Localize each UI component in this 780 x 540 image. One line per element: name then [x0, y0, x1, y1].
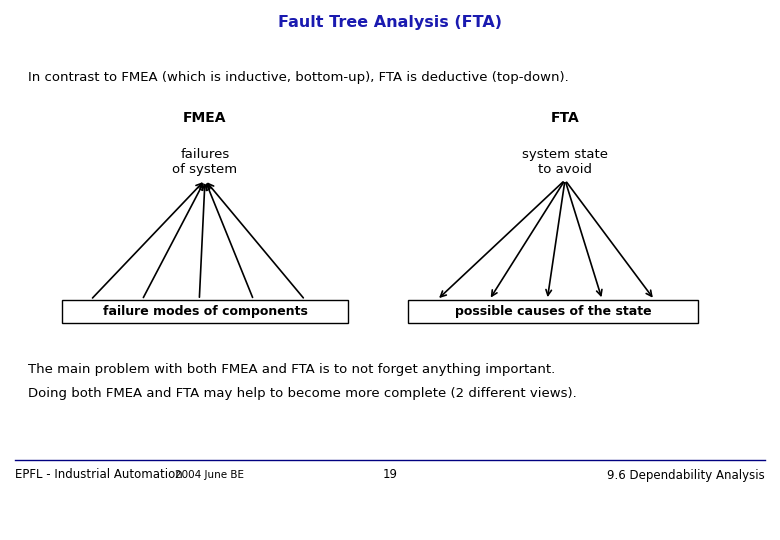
- Text: 2004 June BE: 2004 June BE: [175, 470, 244, 480]
- Text: Fault Tree Analysis (FTA): Fault Tree Analysis (FTA): [278, 15, 502, 30]
- Text: 9.6 Dependability Analysis: 9.6 Dependability Analysis: [608, 469, 765, 482]
- Text: Doing both FMEA and FTA may help to become more complete (2 different views).: Doing both FMEA and FTA may help to beco…: [28, 387, 576, 400]
- Bar: [62, 300, 348, 323]
- Text: In contrast to FMEA (which is inductive, bottom-up), FTA is deductive (top-down): In contrast to FMEA (which is inductive,…: [28, 71, 569, 84]
- Bar: [408, 300, 698, 323]
- Text: EPFL - Industrial Automation: EPFL - Industrial Automation: [15, 469, 183, 482]
- Text: failures
of system: failures of system: [172, 148, 238, 176]
- Text: FTA: FTA: [551, 111, 580, 125]
- Text: possible causes of the state: possible causes of the state: [455, 305, 651, 318]
- Text: failure modes of components: failure modes of components: [102, 305, 307, 318]
- Text: FMEA: FMEA: [183, 111, 227, 125]
- Text: system state
to avoid: system state to avoid: [522, 148, 608, 176]
- Text: 19: 19: [382, 469, 398, 482]
- Text: The main problem with both FMEA and FTA is to not forget anything important.: The main problem with both FMEA and FTA …: [28, 363, 555, 376]
